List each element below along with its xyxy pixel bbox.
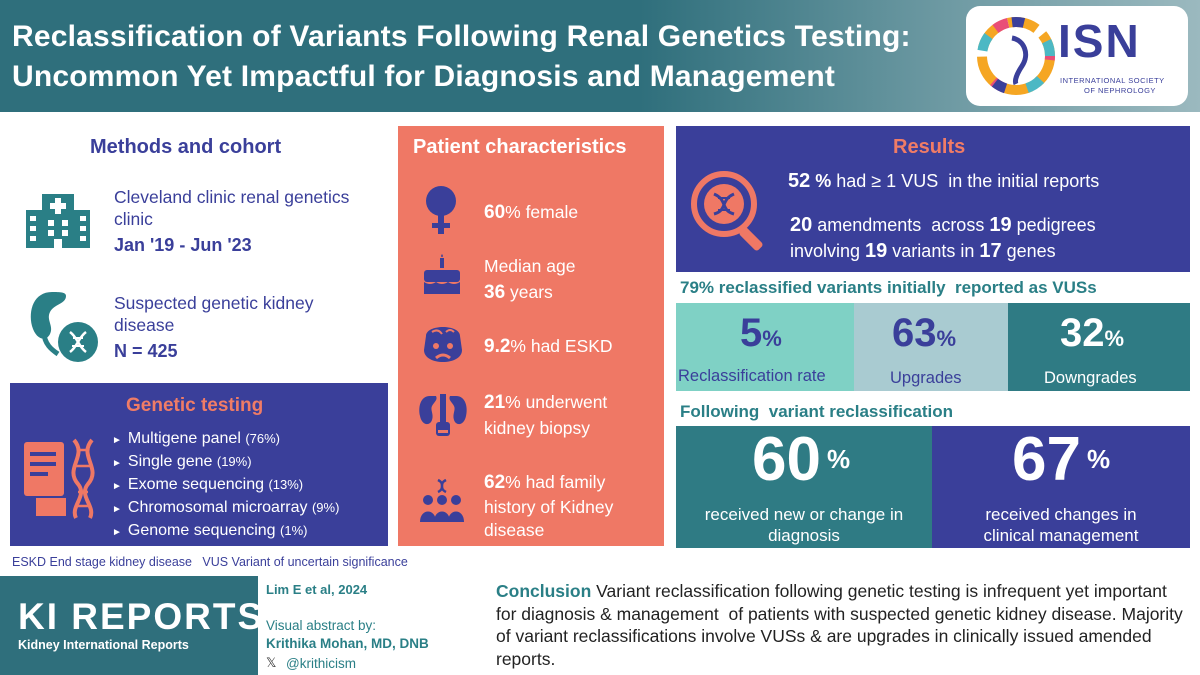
methods-title: Methods and cohort bbox=[90, 136, 282, 158]
family-history-line3: disease bbox=[484, 520, 545, 540]
genetic-test-item: ► Chromosomal microarray (9%) bbox=[112, 499, 340, 516]
study-dates: Jan '19 - Jun '23 bbox=[114, 235, 252, 255]
gene-document-icon bbox=[24, 438, 95, 519]
bullet-arrow-icon: ► bbox=[112, 458, 122, 469]
vus-stat: 52 % had ≥ 1 VUS in the initial reports bbox=[788, 170, 1100, 192]
citation: Lim E et al, 2024 bbox=[266, 582, 368, 597]
family-history-line2: history of Kidney bbox=[484, 497, 614, 517]
following-reclassification-line: Following variant reclassification bbox=[680, 402, 954, 421]
eskd-stat: 9.2% had ESKD bbox=[484, 336, 613, 357]
x-logo-icon: 𝕏 bbox=[266, 655, 277, 670]
patient-characteristics-title: Patient characteristics bbox=[413, 136, 627, 158]
title-line-2: Uncommon Yet Impactful for Diagnosis and… bbox=[12, 60, 836, 93]
kidney-dna-icon bbox=[30, 292, 98, 362]
genetic-test-item: ► Multigene panel (76%) bbox=[112, 430, 281, 447]
age-value: 36 years bbox=[484, 282, 553, 303]
variants-stat: involving 19 variants in 17 genes bbox=[790, 240, 1056, 262]
title-line-1: Reclassification of Variants Following R… bbox=[12, 20, 911, 53]
female-stat: 60% female bbox=[484, 202, 579, 223]
upgrades-tile: 63% Upgrades bbox=[854, 303, 1008, 391]
journal-name: KI REPORTS bbox=[18, 596, 265, 637]
kidney-biopsy-icon bbox=[419, 394, 467, 436]
birthday-cake-icon bbox=[424, 254, 460, 294]
female-icon bbox=[426, 186, 456, 234]
isn-wordmark: ISN bbox=[1058, 15, 1141, 67]
genetic-testing-panel bbox=[10, 383, 388, 546]
biopsy-stat: 21% underwent bbox=[484, 392, 608, 413]
bullet-arrow-icon: ► bbox=[112, 435, 122, 446]
results-title: Results bbox=[893, 136, 966, 158]
hospital-icon bbox=[26, 194, 90, 248]
journal-subtitle: Kidney International Reports bbox=[18, 638, 189, 652]
genetic-test-item: ► Genome sequencing (1%) bbox=[112, 522, 308, 539]
dna-magnifier-icon bbox=[691, 171, 763, 251]
management-change-tile: 67% received changes in clinical manageme… bbox=[932, 425, 1190, 548]
bullet-arrow-icon: ► bbox=[112, 527, 122, 538]
bullet-arrow-icon: ► bbox=[112, 481, 122, 492]
isn-ring-icon bbox=[977, 17, 1055, 95]
cohort-size: N = 425 bbox=[114, 341, 178, 361]
isn-subtitle-1: INTERNATIONAL SOCIETY bbox=[1060, 76, 1165, 85]
bullet-arrow-icon: ► bbox=[112, 504, 122, 515]
conclusion-text: Conclusion Variant reclassification foll… bbox=[496, 581, 1188, 669]
results-panel bbox=[676, 126, 1190, 272]
isn-subtitle-2: OF NEPHROLOGY bbox=[1084, 86, 1156, 95]
biopsy-stat-line2: kidney biopsy bbox=[484, 418, 591, 438]
age-stat: Median age bbox=[484, 256, 576, 276]
genetic-test-item: ► Exome sequencing (13%) bbox=[112, 476, 304, 493]
clinic-name: Cleveland clinic renal genetics clinic bbox=[114, 187, 350, 229]
isn-logo: ISN INTERNATIONAL SOCIETY OF NEPHROLOGY bbox=[966, 6, 1188, 106]
ki-reports-logo bbox=[0, 576, 258, 675]
reclassification-rate-tile: 5% Reclassification rate bbox=[676, 303, 854, 391]
family-icon bbox=[420, 478, 464, 522]
header-banner: Reclassification of Variants Following R… bbox=[0, 0, 1200, 112]
sick-face-icon bbox=[424, 327, 462, 362]
author-handle: @krithicism bbox=[286, 656, 356, 671]
genetic-test-item: ► Single gene (19%) bbox=[112, 453, 252, 470]
genetic-testing-title: Genetic testing bbox=[126, 395, 264, 416]
amendments-stat: 20 amendments across 19 pedigrees bbox=[790, 214, 1096, 236]
family-history-stat: 62% had family bbox=[484, 472, 606, 493]
downgrades-tile: 32% Downgrades bbox=[1008, 303, 1190, 391]
disease-description: Suspected genetic kidney disease bbox=[114, 293, 314, 335]
abbreviations-note: ESKD End stage kidney disease VUS Varian… bbox=[12, 555, 408, 569]
visual-abstract-author: Krithika Mohan, MD, DNB bbox=[266, 636, 429, 651]
vus-reclassified-line: 79% reclassified variants initially repo… bbox=[680, 278, 1097, 297]
diagnosis-change-tile: 60% received new or change in diagnosis bbox=[676, 425, 932, 548]
visual-abstract-label: Visual abstract by: bbox=[266, 618, 377, 633]
